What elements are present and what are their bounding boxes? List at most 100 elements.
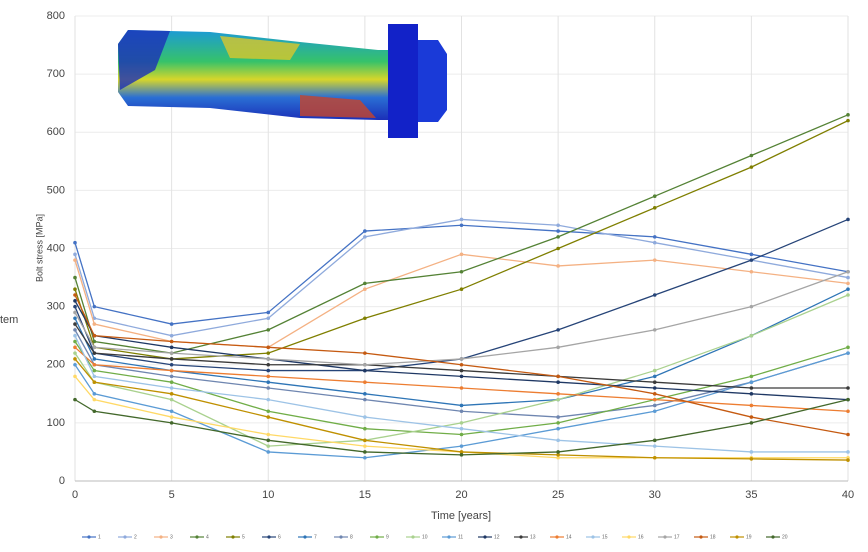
data-point bbox=[93, 322, 97, 326]
y-tick-label: 300 bbox=[47, 301, 65, 313]
legend-marker bbox=[339, 535, 342, 538]
data-point bbox=[170, 357, 174, 361]
data-point bbox=[556, 264, 560, 268]
data-point bbox=[750, 421, 754, 425]
data-point bbox=[73, 305, 77, 309]
data-point bbox=[93, 398, 97, 402]
data-point bbox=[750, 305, 754, 309]
legend-label: 20 bbox=[782, 534, 788, 540]
data-point bbox=[93, 346, 97, 350]
legend-label: 8 bbox=[350, 534, 353, 540]
data-point bbox=[653, 380, 657, 384]
legend-label: 1 bbox=[98, 534, 101, 540]
legend-label: 10 bbox=[422, 534, 428, 540]
legend-marker bbox=[735, 535, 738, 538]
data-point bbox=[363, 456, 367, 460]
data-point bbox=[556, 235, 560, 239]
data-point bbox=[266, 316, 270, 320]
data-point bbox=[750, 334, 754, 338]
data-point bbox=[363, 380, 367, 384]
data-point bbox=[363, 398, 367, 402]
data-point bbox=[266, 386, 270, 390]
data-point bbox=[556, 392, 560, 396]
data-point bbox=[653, 206, 657, 210]
data-point bbox=[266, 328, 270, 332]
data-point bbox=[363, 444, 367, 448]
legend-label: 19 bbox=[746, 534, 752, 540]
data-point bbox=[266, 398, 270, 402]
y-tick-label: 200 bbox=[47, 359, 65, 371]
legend-label: 7 bbox=[314, 534, 317, 540]
legend-marker bbox=[627, 535, 630, 538]
data-point bbox=[266, 357, 270, 361]
data-point bbox=[363, 351, 367, 355]
data-point bbox=[363, 427, 367, 431]
x-tick-label: 40 bbox=[842, 489, 854, 501]
data-point bbox=[266, 380, 270, 384]
x-tick-label: 5 bbox=[169, 489, 175, 501]
data-point bbox=[170, 351, 174, 355]
data-point bbox=[556, 346, 560, 350]
legend-marker bbox=[159, 535, 162, 538]
legend-label: 11 bbox=[458, 534, 463, 540]
data-point bbox=[363, 229, 367, 233]
data-point bbox=[93, 334, 97, 338]
data-point bbox=[653, 328, 657, 332]
data-point bbox=[170, 415, 174, 419]
data-point bbox=[556, 223, 560, 227]
data-point bbox=[653, 258, 657, 262]
legend-label: 4 bbox=[206, 534, 209, 540]
legend-label: 18 bbox=[710, 534, 716, 540]
y-axis-title: Bolt stress [MPa] bbox=[34, 214, 44, 282]
y-tick-label: 400 bbox=[47, 242, 65, 254]
data-point bbox=[653, 456, 657, 460]
fea-inset bbox=[118, 24, 447, 138]
data-point bbox=[73, 253, 77, 257]
data-point bbox=[460, 409, 464, 413]
data-point bbox=[266, 415, 270, 419]
data-point bbox=[846, 218, 850, 222]
legend-label: 9 bbox=[386, 534, 389, 540]
data-point bbox=[170, 375, 174, 379]
data-point bbox=[460, 427, 464, 431]
data-point bbox=[363, 316, 367, 320]
data-point bbox=[846, 351, 850, 355]
data-point bbox=[460, 270, 464, 274]
data-point bbox=[73, 316, 77, 320]
legend-marker bbox=[483, 535, 486, 538]
legend-label: 6 bbox=[278, 534, 281, 540]
data-point bbox=[73, 357, 77, 361]
legend-label: 14 bbox=[566, 534, 572, 540]
legend-marker bbox=[699, 535, 702, 538]
data-point bbox=[170, 334, 174, 338]
data-point bbox=[93, 363, 97, 367]
x-axis-title: Time [years] bbox=[431, 510, 491, 522]
y-tick-label: 100 bbox=[47, 417, 65, 429]
data-point bbox=[750, 457, 754, 461]
legend-label: 5 bbox=[242, 534, 245, 540]
legend-marker bbox=[195, 535, 198, 538]
legend-marker bbox=[231, 535, 234, 538]
data-point bbox=[73, 276, 77, 280]
data-point bbox=[556, 415, 560, 419]
x-tick-label: 35 bbox=[745, 489, 757, 501]
data-point bbox=[653, 194, 657, 198]
data-point bbox=[460, 433, 464, 437]
data-point bbox=[846, 433, 850, 437]
data-point bbox=[750, 415, 754, 419]
data-point bbox=[170, 398, 174, 402]
data-point bbox=[266, 363, 270, 367]
data-point bbox=[73, 287, 77, 291]
data-point bbox=[750, 386, 754, 390]
data-point bbox=[73, 299, 77, 303]
data-point bbox=[460, 369, 464, 373]
data-point bbox=[460, 363, 464, 367]
data-point bbox=[73, 322, 77, 326]
data-point bbox=[363, 287, 367, 291]
data-point bbox=[846, 276, 850, 280]
data-point bbox=[266, 450, 270, 454]
data-point bbox=[750, 450, 754, 454]
data-point bbox=[170, 322, 174, 326]
data-point bbox=[93, 351, 97, 355]
data-point bbox=[363, 450, 367, 454]
